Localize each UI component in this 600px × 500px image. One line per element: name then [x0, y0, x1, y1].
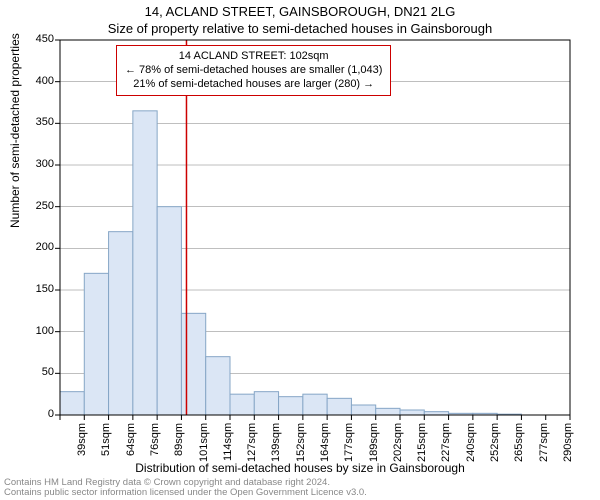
x-tick-label: 127sqm [246, 423, 258, 462]
chart-area: 39sqm51sqm64sqm76sqm89sqm101sqm114sqm127… [60, 40, 570, 415]
x-tick-label: 202sqm [392, 423, 404, 462]
y-tick-label: 0 [20, 408, 54, 420]
x-tick-label: 240sqm [465, 423, 477, 462]
x-tick-label: 265sqm [513, 423, 525, 462]
y-tick-label: 100 [20, 325, 54, 337]
y-tick-label: 50 [20, 366, 54, 378]
x-tick-label: 152sqm [295, 423, 307, 462]
subtitle: Size of property relative to semi-detach… [0, 21, 600, 36]
x-tick-label: 215sqm [416, 423, 428, 462]
y-tick-label: 150 [20, 283, 54, 295]
y-tick-label: 250 [20, 200, 54, 212]
x-tick-label: 139sqm [270, 423, 282, 462]
y-axis-label: Number of semi-detached properties [8, 33, 22, 228]
x-tick-label: 252sqm [489, 423, 501, 462]
callout-line-2: ← 78% of semi-detached houses are smalle… [125, 64, 382, 78]
y-tick-label: 450 [20, 33, 54, 45]
x-tick-label: 227sqm [440, 423, 452, 462]
y-tick-label: 400 [20, 75, 54, 87]
callout-line-3: 21% of semi-detached houses are larger (… [125, 78, 382, 92]
y-tick-label: 300 [20, 158, 54, 170]
x-tick-label: 290sqm [562, 423, 574, 462]
footnote-line-2: Contains public sector information licen… [4, 488, 367, 498]
x-tick-label: 39sqm [76, 423, 88, 456]
footnote: Contains HM Land Registry data © Crown c… [4, 478, 367, 497]
reference-callout: 14 ACLAND STREET: 102sqm ← 78% of semi-d… [116, 45, 391, 96]
x-tick-label: 114sqm [222, 423, 234, 461]
x-tick-label: 101sqm [198, 423, 210, 462]
x-tick-label: 189sqm [368, 423, 380, 462]
x-tick-label: 51sqm [100, 423, 112, 456]
address-title: 14, ACLAND STREET, GAINSBOROUGH, DN21 2L… [0, 4, 600, 19]
figure: 14, ACLAND STREET, GAINSBOROUGH, DN21 2L… [0, 0, 600, 500]
y-tick-label: 200 [20, 241, 54, 253]
x-axis-label: Distribution of semi-detached houses by … [0, 461, 600, 475]
x-tick-label: 76sqm [149, 423, 161, 456]
y-tick-label: 350 [20, 116, 54, 128]
x-tick-label: 64sqm [125, 423, 137, 456]
x-tick-label: 164sqm [319, 423, 331, 462]
histogram-plot [60, 40, 570, 415]
x-tick-label: 277sqm [538, 423, 550, 462]
callout-line-1: 14 ACLAND STREET: 102sqm [125, 50, 382, 64]
x-tick-label: 89sqm [173, 423, 185, 456]
x-tick-label: 177sqm [343, 423, 355, 462]
